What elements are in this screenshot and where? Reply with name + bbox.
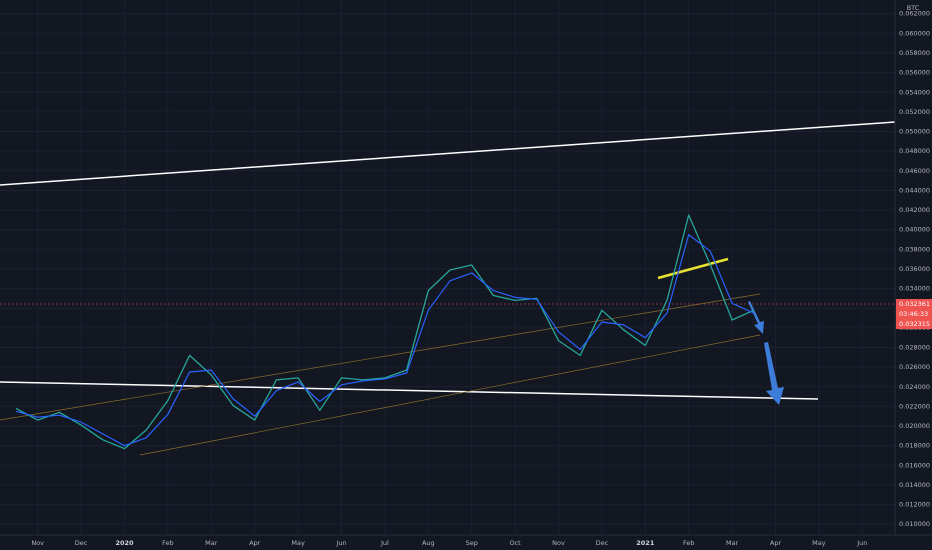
y-tick-label: 0.052000 — [899, 108, 930, 116]
y-tick-label: 0.020000 — [899, 422, 930, 430]
y-tick-label: 0.018000 — [899, 442, 930, 450]
y-tick-label: 0.026000 — [899, 363, 930, 371]
y-tick-label: 0.062000 — [899, 10, 930, 18]
y-tick-label: 0.056000 — [899, 69, 930, 77]
price-line-series — [15, 214, 755, 450]
price-tag — [896, 299, 932, 329]
x-tick-label: Feb — [162, 539, 174, 547]
drawings — [0, 121, 896, 456]
last-price: 0.032361 — [899, 300, 930, 308]
grid — [0, 0, 895, 535]
x-tick-label: Jun — [335, 539, 346, 547]
y-tick-label: 0.022000 — [899, 402, 930, 410]
y-tick-label: 0.028000 — [899, 344, 930, 352]
symbol-label: BTC — [907, 4, 920, 12]
y-tick-label: 0.024000 — [899, 383, 930, 391]
x-tick-label: Nov — [31, 539, 44, 547]
y-tick-label: 0.038000 — [899, 245, 930, 253]
y-tick-label: 0.058000 — [899, 49, 930, 57]
countdown: 03:46:33 — [899, 310, 928, 318]
x-tick-label: 2021 — [636, 539, 655, 547]
support-line — [0, 381, 819, 400]
x-tick-label: Apr — [770, 539, 782, 547]
x-tick-label: Sep — [466, 539, 478, 547]
y-tick-label: 0.060000 — [899, 29, 930, 37]
y-tick-label: 0.048000 — [899, 147, 930, 155]
x-tick-label: 2020 — [115, 539, 134, 547]
x-tick-label: Dec — [75, 539, 88, 547]
y-tick-label: 0.050000 — [899, 128, 930, 136]
y-tick-label: 0.054000 — [899, 88, 930, 96]
y-tick-label: 0.046000 — [899, 167, 930, 175]
arrow — [764, 342, 784, 405]
x-tick-label: Nov — [552, 539, 565, 547]
y-tick-label: 0.034000 — [899, 285, 930, 293]
x-tick-label: Oct — [509, 539, 521, 547]
y-tick-label: 0.040000 — [899, 226, 930, 234]
y-tick-label: 0.016000 — [899, 461, 930, 469]
axes: 0.010000 0.012000 0.014000 0.016000 0.018000… — [31, 10, 930, 547]
x-tick-label: Mar — [205, 539, 218, 547]
y-tick-label: 0.014000 — [899, 481, 930, 489]
y-tick-label: 0.012000 — [899, 501, 930, 509]
close-price: 0.032315 — [899, 320, 930, 328]
x-tick-label: Aug — [422, 539, 435, 547]
x-tick-label: Jun — [856, 539, 867, 547]
x-tick-label: May — [812, 539, 826, 547]
y-tick-label: 0.042000 — [899, 206, 930, 214]
neckline — [657, 257, 729, 280]
moving-average — [15, 234, 755, 447]
y-tick-label: 0.044000 — [899, 186, 930, 194]
x-tick-label: May — [291, 539, 305, 547]
x-tick-label: Jul — [380, 539, 389, 547]
y-tick-label: 0.036000 — [899, 265, 930, 273]
trend-line — [0, 121, 896, 186]
y-tick-label: 0.010000 — [899, 520, 930, 528]
channel-line — [0, 293, 761, 421]
x-tick-label: Dec — [596, 539, 609, 547]
x-tick-label: Feb — [683, 539, 695, 547]
x-tick-label: Mar — [726, 539, 739, 547]
arrow — [748, 301, 764, 334]
channel-line — [139, 334, 761, 456]
x-tick-label: Apr — [249, 539, 261, 547]
series — [15, 214, 755, 450]
